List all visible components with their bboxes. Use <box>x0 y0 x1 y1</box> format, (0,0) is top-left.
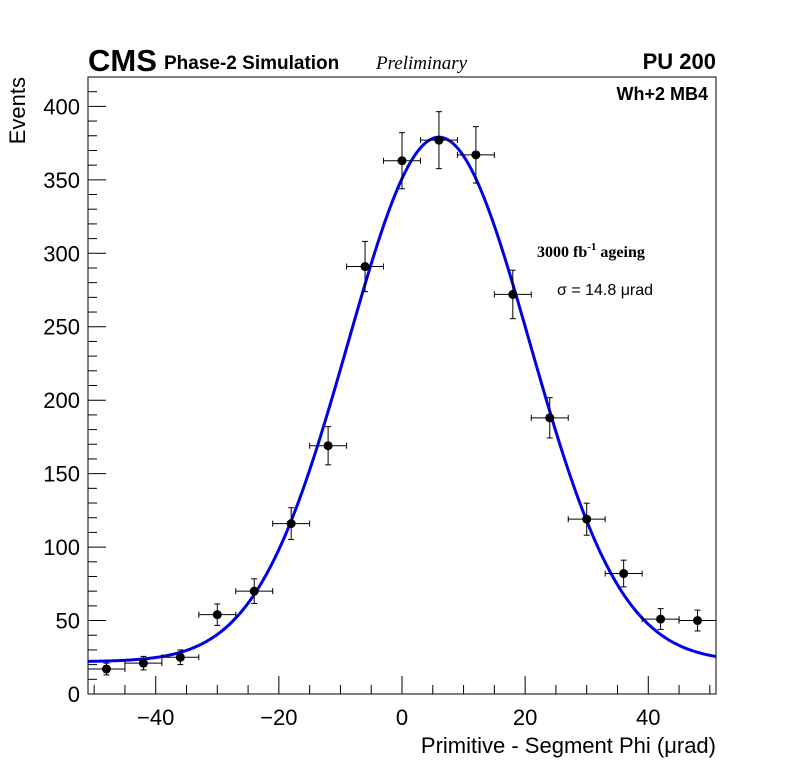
y-tick-label: 200 <box>43 388 80 413</box>
preliminary-label: Preliminary <box>375 53 468 74</box>
data-marker <box>175 652 185 662</box>
data-marker <box>249 586 259 596</box>
y-tick-label: 150 <box>43 462 80 487</box>
data-marker <box>656 614 666 624</box>
data-marker <box>101 664 111 674</box>
y-tick-label: 250 <box>43 315 80 340</box>
data-point <box>346 240 385 293</box>
x-axis-label: Primitive - Segment Phi (μrad) <box>421 733 716 758</box>
ageing-suffix: ageing <box>596 244 644 261</box>
data-point <box>272 507 311 540</box>
data-point <box>641 608 680 631</box>
data-points <box>87 111 717 676</box>
data-point <box>678 609 717 632</box>
station-label: Wh+2 MB4 <box>616 84 708 104</box>
ageing-label: 3000 fb-1 ageing <box>537 241 645 261</box>
data-point <box>567 502 606 536</box>
x-tick-label: 20 <box>513 705 537 730</box>
x-tick-label: −20 <box>260 705 297 730</box>
ageing-prefix: 3000 fb <box>537 244 587 261</box>
y-axis-ticks: 0 50 100 150 200 250 300 350 400 <box>43 91 106 707</box>
data-marker <box>323 441 333 451</box>
y-tick-label: 0 <box>68 682 80 707</box>
ageing-exponent: -1 <box>587 241 596 253</box>
data-point <box>198 603 237 626</box>
data-point <box>493 269 532 320</box>
data-marker <box>582 514 592 524</box>
data-point <box>309 426 348 466</box>
data-point <box>161 649 200 666</box>
data-marker <box>397 156 407 166</box>
x-tick-label: 0 <box>396 705 408 730</box>
data-point <box>124 655 163 671</box>
x-tick-label: 40 <box>636 705 660 730</box>
data-point <box>235 578 274 605</box>
data-marker <box>286 519 296 529</box>
y-tick-label: 400 <box>43 94 80 119</box>
data-point <box>87 662 126 676</box>
x-axis-ticks: −40 −20 0 20 40 <box>93 676 711 730</box>
y-tick-label: 300 <box>43 241 80 266</box>
cms-label: CMS <box>88 43 157 78</box>
data-marker <box>619 569 629 579</box>
y-axis-label: Events <box>5 77 30 144</box>
simulation-label: Phase-2 Simulation <box>164 53 339 74</box>
data-marker <box>212 610 222 620</box>
data-point <box>419 111 458 170</box>
y-tick-label: 350 <box>43 168 80 193</box>
data-point <box>383 132 421 190</box>
data-marker <box>693 616 703 626</box>
data-marker <box>434 135 444 145</box>
x-tick-label: −40 <box>137 705 174 730</box>
sigma-label: σ = 14.8 μrad <box>557 282 653 299</box>
data-marker <box>138 658 148 668</box>
data-marker <box>545 413 555 423</box>
data-marker <box>508 289 518 299</box>
data-point <box>604 559 643 588</box>
data-point <box>456 126 495 184</box>
y-tick-label: 50 <box>56 609 80 634</box>
data-marker <box>471 150 481 160</box>
data-point <box>530 397 569 439</box>
data-marker <box>360 262 370 272</box>
pileup-label: PU 200 <box>643 49 716 74</box>
y-tick-label: 100 <box>43 535 80 560</box>
fit-curve <box>87 135 717 663</box>
